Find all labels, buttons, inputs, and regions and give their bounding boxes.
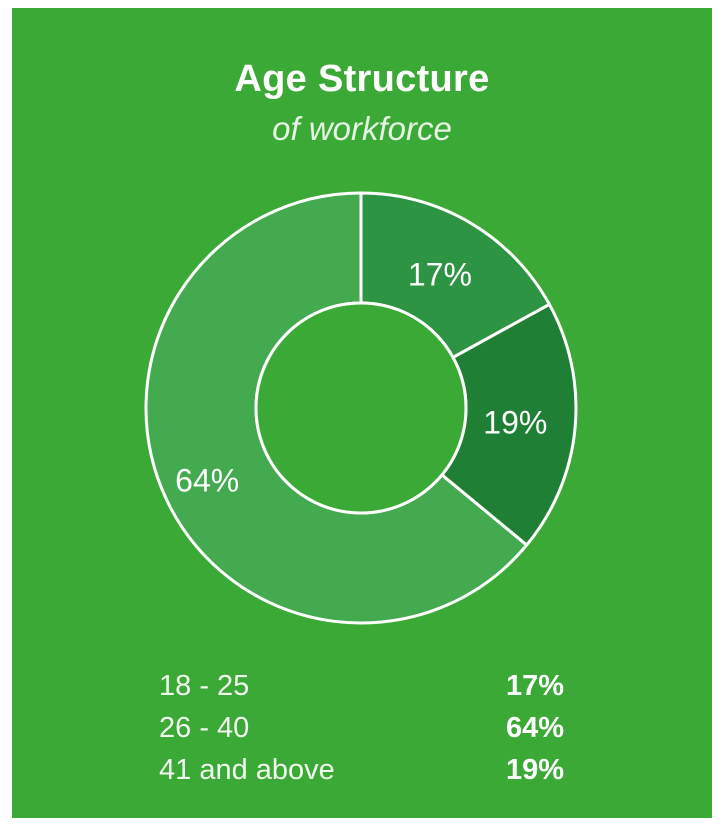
slice-label: 17% — [408, 257, 472, 293]
donut-hole — [254, 301, 468, 515]
donut-chart: 17% 19% 64% — [144, 191, 578, 625]
legend-label: 26 - 40 — [159, 712, 250, 744]
slice-label: 19% — [483, 405, 547, 441]
legend-row-3: 41 and above 19% — [159, 754, 564, 794]
infographic-card: Age Structure of workforce 17% 19% 64% 18 … — [12, 8, 712, 818]
legend-label: 18 - 25 — [159, 670, 250, 702]
chart-title: Age Structure — [234, 58, 490, 100]
legend-row-1: 18 - 25 17% — [159, 670, 564, 710]
chart-subtitle: of workforce — [272, 110, 452, 147]
legend-label: 41 and above — [159, 754, 335, 786]
legend-value: 19% — [505, 754, 564, 786]
legend-value: 64% — [505, 712, 564, 744]
legend-row-2: 26 - 40 64% — [159, 712, 564, 752]
slice-label: 64% — [175, 462, 239, 498]
legend-value: 17% — [505, 670, 564, 702]
